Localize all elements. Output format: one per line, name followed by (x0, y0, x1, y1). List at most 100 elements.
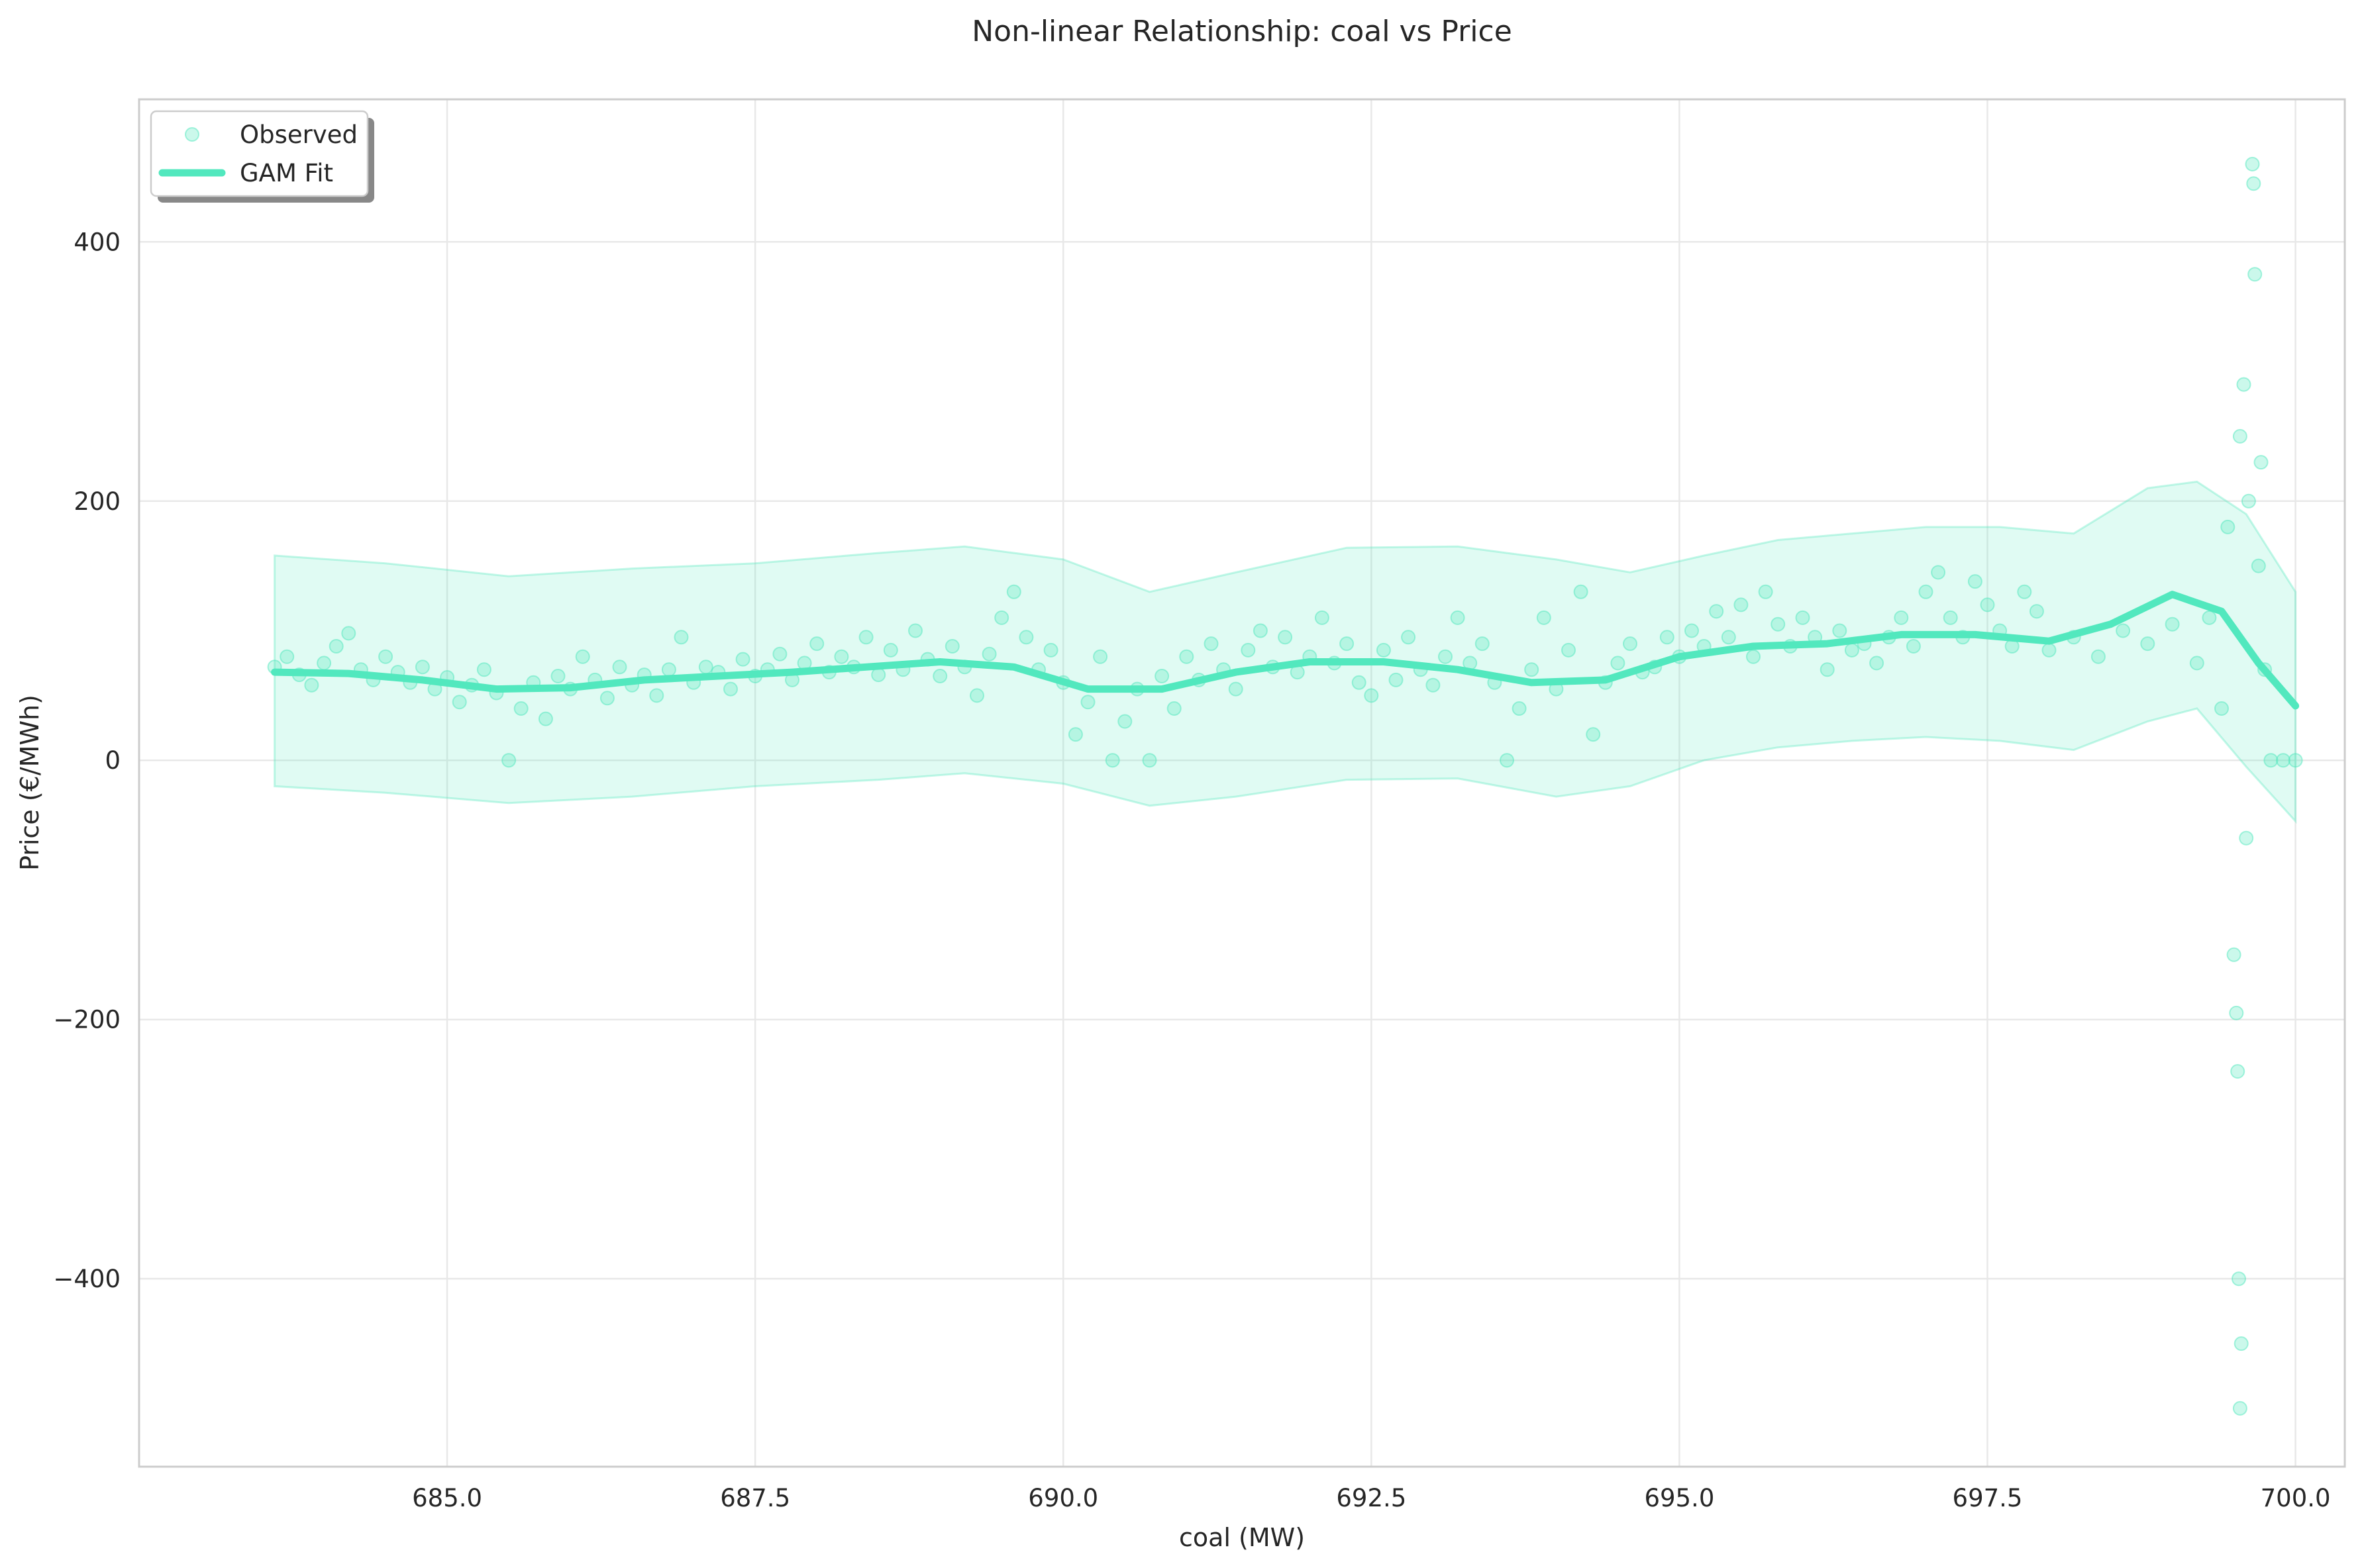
observed-point (834, 649, 849, 664)
observed-point (2090, 649, 2106, 664)
observed-point (1068, 727, 1083, 742)
observed-point (2236, 377, 2251, 392)
observed-point (1659, 630, 1674, 645)
observed-point (501, 753, 517, 768)
observed-point (2202, 610, 2217, 625)
observed-point (476, 662, 491, 677)
observed-point (858, 630, 874, 645)
observed-point (661, 662, 676, 677)
observed-point (1105, 753, 1120, 768)
observed-point (1820, 662, 1835, 677)
observed-point (1166, 701, 1182, 716)
observed-point (809, 636, 825, 652)
x-axis-label: coal (MW) (1179, 1523, 1305, 1552)
observed-point (908, 623, 923, 638)
observed-point (1364, 688, 1379, 703)
observed-point (415, 660, 430, 675)
observed-point (674, 630, 689, 645)
observed-point (2263, 753, 2279, 768)
observed-point (1401, 630, 1416, 645)
observed-points (267, 156, 2303, 1416)
observed-point (698, 660, 713, 675)
observed-point (1512, 701, 1527, 716)
observed-point (1869, 656, 1884, 671)
observed-point (550, 669, 566, 683)
observed-point (1339, 636, 1355, 652)
observed-point (933, 669, 948, 683)
observed-point (1019, 630, 1034, 645)
x-tick-label: 700.0 (2261, 1484, 2331, 1512)
y-tick-label: 0 (105, 746, 121, 775)
x-axis-ticks: 685.0 687.5 690.0 692.5 695.0 697.5 700.0 (412, 1484, 2330, 1512)
observed-point (723, 681, 738, 697)
observed-point (1894, 610, 1909, 625)
legend-observed-marker (185, 127, 199, 142)
observed-point (1721, 630, 1736, 645)
observed-point (317, 656, 332, 671)
observed-point (1918, 584, 1933, 599)
observed-point (1758, 584, 1773, 599)
observed-point (1006, 584, 1021, 599)
observed-point (513, 701, 529, 716)
observed-point (1080, 695, 1096, 710)
observed-point (575, 649, 590, 664)
observed-point (2226, 947, 2241, 962)
observed-point (994, 610, 1009, 625)
observed-point (1586, 727, 1601, 742)
x-tick-label: 690.0 (1028, 1484, 1098, 1512)
observed-point (1155, 669, 1170, 683)
observed-point (2276, 753, 2290, 768)
y-axis-ticks: −400 −200 0 200 400 (53, 228, 121, 1293)
observed-point (1388, 672, 1404, 687)
observed-point (2234, 1336, 2249, 1351)
observed-point (1043, 642, 1058, 658)
observed-point (1746, 649, 1761, 664)
observed-point (2251, 558, 2266, 573)
observed-point (2245, 156, 2260, 172)
observed-point (1980, 597, 1995, 612)
x-tick-label: 695.0 (1644, 1484, 1714, 1512)
observed-point (649, 688, 664, 703)
observed-point (1425, 677, 1441, 693)
observed-point (2189, 656, 2204, 671)
legend: Observed GAM Fit (150, 110, 374, 203)
x-tick-label: 685.0 (412, 1484, 482, 1512)
observed-point (2229, 1005, 2244, 1020)
observed-point (1943, 610, 1958, 625)
observed-point (1253, 623, 1268, 638)
observed-point (883, 642, 898, 658)
observed-point (2220, 519, 2236, 534)
x-tick-label: 687.5 (720, 1484, 790, 1512)
legend-observed-label: Observed (240, 121, 358, 149)
observed-point (1844, 642, 1859, 658)
observed-point (2230, 1064, 2245, 1079)
observed-point (871, 667, 886, 683)
observed-point (2214, 701, 2229, 716)
observed-point (2232, 1271, 2246, 1287)
observed-point (612, 660, 627, 675)
x-tick-label: 692.5 (1336, 1484, 1406, 1512)
observed-point (1931, 565, 1946, 580)
observed-point (1278, 630, 1293, 645)
observed-point (1524, 662, 1539, 677)
legend-gam-fit-label: GAM Fit (240, 159, 333, 187)
observed-point (2140, 636, 2155, 652)
observed-point (1684, 623, 1699, 638)
observed-point (945, 639, 960, 654)
y-tick-label: 400 (74, 228, 121, 256)
observed-point (982, 646, 997, 662)
observed-point (329, 639, 344, 654)
y-tick-label: −400 (53, 1265, 121, 1293)
observed-point (304, 677, 319, 693)
observed-point (2029, 604, 2044, 619)
observed-point (1093, 649, 1108, 664)
observed-point (1771, 616, 1786, 632)
observed-point (1314, 610, 1329, 625)
observed-point (1500, 753, 1514, 768)
observed-point (2239, 830, 2254, 846)
observed-point (2232, 428, 2247, 444)
observed-point (280, 649, 295, 664)
observed-point (2232, 1400, 2247, 1416)
x-tick-label: 697.5 (1953, 1484, 2023, 1512)
